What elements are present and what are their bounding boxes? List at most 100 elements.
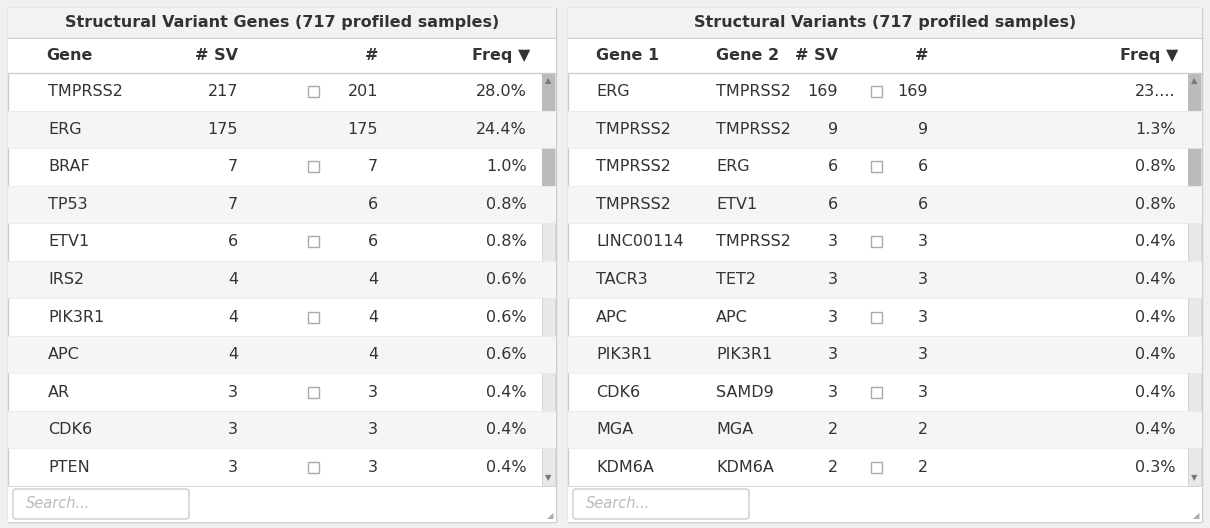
Text: 0.8%: 0.8%: [486, 234, 528, 249]
Text: APC: APC: [716, 309, 748, 325]
Bar: [870, 199, 882, 210]
Bar: [8, 261, 557, 298]
Text: 6: 6: [828, 197, 839, 212]
Bar: [870, 86, 882, 97]
Text: #: #: [915, 48, 928, 63]
Bar: [567, 8, 1202, 38]
Text: Structural Variant Genes (717 profiled samples): Structural Variant Genes (717 profiled s…: [65, 15, 499, 31]
Text: 169: 169: [898, 84, 928, 99]
Bar: [870, 386, 882, 398]
Bar: [870, 312, 882, 323]
Text: TET2: TET2: [716, 272, 756, 287]
FancyBboxPatch shape: [542, 71, 555, 190]
Text: 1.0%: 1.0%: [486, 159, 528, 174]
Text: TMPRSS2: TMPRSS2: [716, 84, 791, 99]
Text: 3: 3: [828, 384, 839, 400]
Bar: [567, 38, 1202, 73]
Text: TMPRSS2: TMPRSS2: [597, 197, 670, 212]
Bar: [8, 186, 557, 223]
Bar: [8, 110, 557, 148]
Text: ▲: ▲: [546, 77, 552, 86]
Text: BRAF: BRAF: [48, 159, 90, 174]
Bar: [307, 274, 318, 285]
Text: KDM6A: KDM6A: [597, 460, 653, 475]
Text: 3: 3: [227, 422, 238, 437]
Text: 0.6%: 0.6%: [486, 309, 528, 325]
Text: 24.4%: 24.4%: [477, 122, 528, 137]
Bar: [567, 8, 1202, 522]
Text: PIK3R1: PIK3R1: [48, 309, 104, 325]
Text: 201: 201: [347, 84, 378, 99]
Bar: [567, 261, 1202, 298]
Text: ERG: ERG: [48, 122, 81, 137]
Text: 4: 4: [368, 272, 378, 287]
Text: ETV1: ETV1: [48, 234, 90, 249]
Text: 0.4%: 0.4%: [1135, 272, 1176, 287]
Bar: [307, 424, 318, 435]
Bar: [870, 162, 882, 172]
Text: 2: 2: [828, 422, 839, 437]
Text: KDM6A: KDM6A: [716, 460, 774, 475]
Bar: [8, 411, 557, 448]
Text: 6: 6: [918, 197, 928, 212]
Bar: [307, 162, 318, 172]
Bar: [870, 237, 882, 248]
Text: 28.0%: 28.0%: [476, 84, 528, 99]
Text: 3: 3: [227, 460, 238, 475]
Text: 9: 9: [918, 122, 928, 137]
Text: Search...: Search...: [25, 496, 91, 512]
Text: 3: 3: [918, 234, 928, 249]
Text: 0.4%: 0.4%: [1135, 234, 1176, 249]
Text: 0.4%: 0.4%: [1135, 422, 1176, 437]
Bar: [1188, 73, 1202, 486]
Text: 1.3%: 1.3%: [1135, 122, 1176, 137]
Text: Freq ▼: Freq ▼: [1119, 48, 1179, 63]
Text: 6: 6: [368, 234, 378, 249]
Text: Gene: Gene: [46, 48, 92, 63]
Bar: [870, 349, 882, 360]
Text: ▼: ▼: [1192, 474, 1198, 483]
Text: ETV1: ETV1: [716, 197, 757, 212]
Text: 175: 175: [347, 122, 378, 137]
Bar: [870, 461, 882, 473]
Text: 9: 9: [828, 122, 839, 137]
Bar: [567, 486, 1202, 522]
Text: # SV: # SV: [195, 48, 238, 63]
Text: 0.8%: 0.8%: [1135, 197, 1176, 212]
Text: 3: 3: [828, 309, 839, 325]
Text: 4: 4: [227, 347, 238, 362]
Text: PIK3R1: PIK3R1: [597, 347, 652, 362]
Bar: [870, 124, 882, 135]
Bar: [870, 424, 882, 435]
Text: 3: 3: [918, 309, 928, 325]
Text: 3: 3: [368, 384, 378, 400]
Bar: [307, 124, 318, 135]
Text: CDK6: CDK6: [597, 384, 640, 400]
Text: 4: 4: [227, 309, 238, 325]
Text: TMPRSS2: TMPRSS2: [48, 84, 123, 99]
Text: 6: 6: [368, 197, 378, 212]
Text: 3: 3: [828, 347, 839, 362]
Text: TMPRSS2: TMPRSS2: [716, 122, 791, 137]
Text: Freq ▼: Freq ▼: [472, 48, 530, 63]
Polygon shape: [577, 52, 587, 60]
Text: TMPRSS2: TMPRSS2: [597, 159, 670, 174]
Text: 4: 4: [368, 347, 378, 362]
Text: 3: 3: [918, 272, 928, 287]
Text: 0.4%: 0.4%: [1135, 347, 1176, 362]
Polygon shape: [17, 52, 27, 60]
Bar: [8, 486, 557, 522]
Text: 175: 175: [207, 122, 238, 137]
Bar: [870, 274, 882, 285]
Text: 169: 169: [807, 84, 839, 99]
Text: SAMD9: SAMD9: [716, 384, 773, 400]
Text: 4: 4: [368, 309, 378, 325]
Text: AR: AR: [48, 384, 70, 400]
Text: Gene 2: Gene 2: [716, 48, 779, 63]
Bar: [8, 8, 557, 38]
Bar: [567, 411, 1202, 448]
Text: IRS2: IRS2: [48, 272, 85, 287]
Text: 23....: 23....: [1135, 84, 1176, 99]
Bar: [307, 349, 318, 360]
Text: 0.4%: 0.4%: [1135, 309, 1176, 325]
